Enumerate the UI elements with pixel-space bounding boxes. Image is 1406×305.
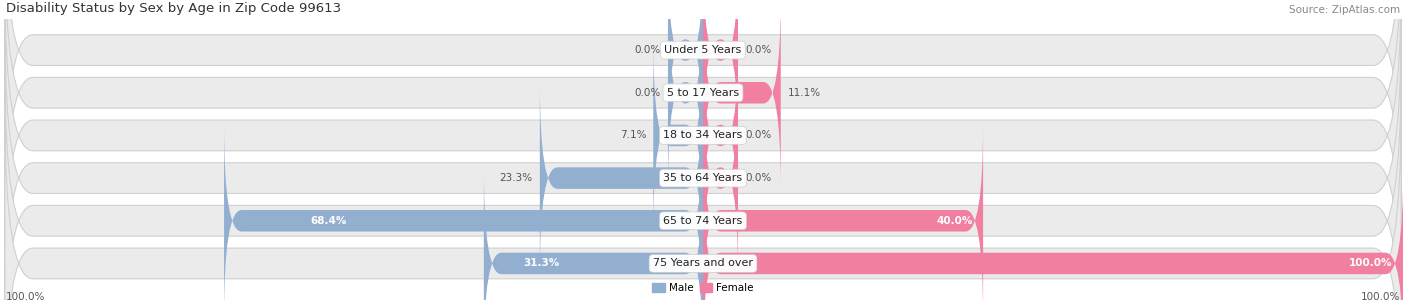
FancyBboxPatch shape <box>668 0 703 189</box>
FancyBboxPatch shape <box>703 82 738 274</box>
Text: 0.0%: 0.0% <box>745 131 772 140</box>
Text: Source: ZipAtlas.com: Source: ZipAtlas.com <box>1288 5 1400 15</box>
FancyBboxPatch shape <box>654 39 703 231</box>
FancyBboxPatch shape <box>4 0 1402 248</box>
FancyBboxPatch shape <box>4 66 1402 305</box>
Text: 100.0%: 100.0% <box>6 292 45 302</box>
Text: 0.0%: 0.0% <box>634 88 661 98</box>
Text: 7.1%: 7.1% <box>620 131 647 140</box>
Legend: Male, Female: Male, Female <box>648 279 758 297</box>
Text: 0.0%: 0.0% <box>745 173 772 183</box>
Text: 5 to 17 Years: 5 to 17 Years <box>666 88 740 98</box>
FancyBboxPatch shape <box>668 0 703 146</box>
Text: 23.3%: 23.3% <box>499 173 533 183</box>
FancyBboxPatch shape <box>703 0 780 189</box>
Text: 18 to 34 Years: 18 to 34 Years <box>664 131 742 140</box>
FancyBboxPatch shape <box>484 167 703 305</box>
FancyBboxPatch shape <box>703 39 738 231</box>
Text: 100.0%: 100.0% <box>1361 292 1400 302</box>
Text: 40.0%: 40.0% <box>936 216 973 226</box>
FancyBboxPatch shape <box>4 0 1402 291</box>
FancyBboxPatch shape <box>4 23 1402 305</box>
FancyBboxPatch shape <box>703 0 738 146</box>
Text: 31.3%: 31.3% <box>523 258 560 268</box>
Text: 0.0%: 0.0% <box>634 45 661 55</box>
FancyBboxPatch shape <box>703 125 983 305</box>
FancyBboxPatch shape <box>540 82 703 274</box>
Text: 68.4%: 68.4% <box>311 216 347 226</box>
Text: Under 5 Years: Under 5 Years <box>665 45 741 55</box>
Text: 35 to 64 Years: 35 to 64 Years <box>664 173 742 183</box>
Text: 100.0%: 100.0% <box>1350 258 1393 268</box>
FancyBboxPatch shape <box>4 0 1402 205</box>
FancyBboxPatch shape <box>703 167 1403 305</box>
Text: 11.1%: 11.1% <box>787 88 821 98</box>
FancyBboxPatch shape <box>4 108 1402 305</box>
FancyBboxPatch shape <box>224 125 703 305</box>
Text: 0.0%: 0.0% <box>745 45 772 55</box>
Text: 65 to 74 Years: 65 to 74 Years <box>664 216 742 226</box>
Text: Disability Status by Sex by Age in Zip Code 99613: Disability Status by Sex by Age in Zip C… <box>6 2 342 15</box>
Text: 75 Years and over: 75 Years and over <box>652 258 754 268</box>
